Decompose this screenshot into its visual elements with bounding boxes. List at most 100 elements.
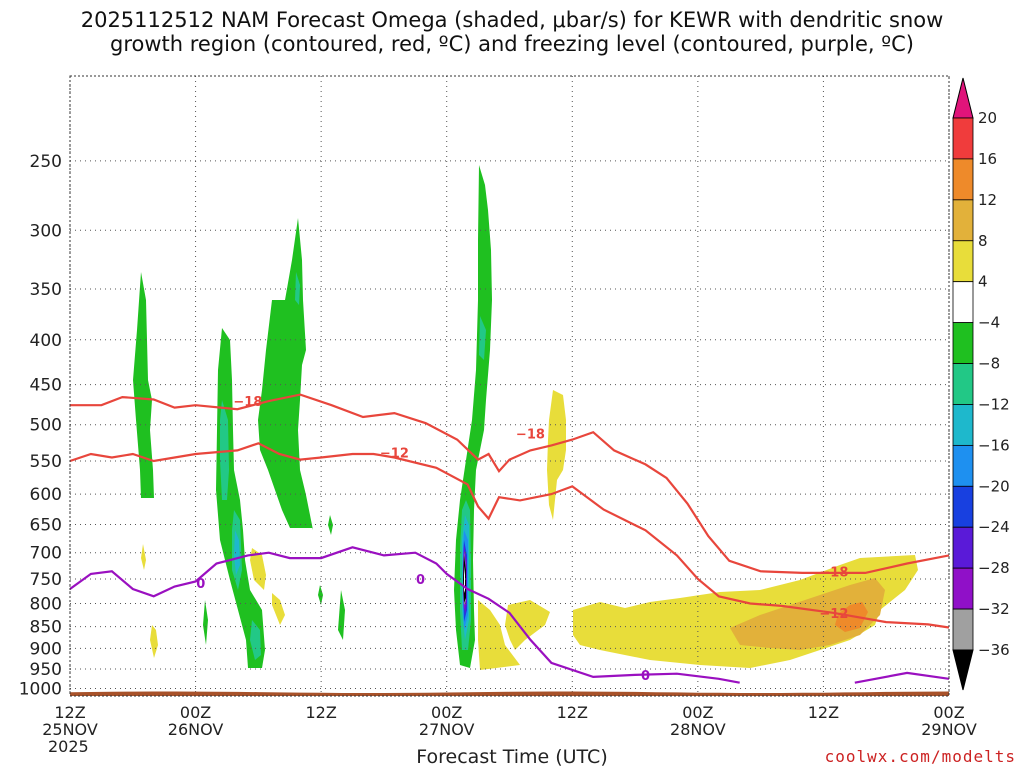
y-tick-label: 400 bbox=[30, 331, 62, 351]
y-tick-label: 550 bbox=[30, 452, 62, 472]
x-tick-label: 00Z bbox=[431, 703, 462, 722]
colorbar-label: −32 bbox=[978, 600, 1010, 618]
colorbar-band bbox=[952, 567, 974, 610]
y-tick-label: 950 bbox=[30, 660, 62, 680]
x-tick-label: 29NOV bbox=[921, 720, 977, 739]
omega-cyan-region bbox=[234, 530, 240, 575]
omega-yellow-region bbox=[150, 625, 158, 658]
dgz-contour bbox=[70, 393, 949, 574]
x-tick-label: 27NOV bbox=[419, 720, 475, 739]
colorbar-label: −24 bbox=[978, 518, 1010, 536]
colorbar-label: 12 bbox=[978, 191, 997, 209]
omega-green-region bbox=[338, 590, 345, 640]
x-tick-label: 26NOV bbox=[168, 720, 224, 739]
omega-orange-region bbox=[730, 578, 885, 650]
y-tick-label: 900 bbox=[30, 639, 62, 659]
y-tick-label: 450 bbox=[30, 376, 62, 396]
omega-green-region bbox=[216, 328, 265, 668]
omega-green-region bbox=[133, 272, 154, 498]
x-tick-label: 00Z bbox=[682, 703, 713, 722]
colorbar-band bbox=[952, 485, 974, 528]
colorbar-label: 4 bbox=[978, 273, 988, 291]
plot-frame bbox=[69, 75, 950, 697]
omega-cyan-region bbox=[295, 272, 300, 305]
contour-label: 0 bbox=[416, 573, 425, 588]
x-tick-label: 12Z bbox=[54, 703, 85, 722]
omega-cyan-region bbox=[250, 620, 261, 660]
y-tick-label: 750 bbox=[30, 570, 62, 590]
omega-yellow-region bbox=[141, 544, 146, 570]
terrain bbox=[70, 691, 949, 696]
contour-label: −18 bbox=[819, 565, 848, 580]
x-axis-title: Forecast Time (UTC) bbox=[416, 746, 608, 768]
chart-title: 2025112512 NAM Forecast Omega (shaded, μ… bbox=[0, 8, 1024, 56]
x-tick-label: 12Z bbox=[557, 703, 588, 722]
omega-shading bbox=[133, 165, 918, 670]
omega-yellow-region bbox=[505, 600, 550, 650]
colorbar-label: −4 bbox=[978, 314, 1000, 332]
contour-label: 0 bbox=[641, 669, 650, 684]
omega-cyan-region bbox=[220, 400, 229, 500]
colorbar-band bbox=[952, 363, 974, 405]
y-tick-label: 500 bbox=[30, 416, 62, 436]
contour-label: −18 bbox=[516, 428, 545, 443]
freezing-level-contour bbox=[70, 546, 740, 684]
omega-cyan-region bbox=[479, 316, 486, 360]
x-tick-label: 25NOV bbox=[42, 720, 98, 739]
colorbar-label: −12 bbox=[978, 395, 1010, 413]
omega-green-region bbox=[258, 218, 313, 530]
dgz-contour bbox=[70, 442, 949, 629]
x-tick-label: 00Z bbox=[933, 703, 964, 722]
contour-label: −18 bbox=[233, 395, 262, 410]
omega-green-region bbox=[203, 600, 208, 645]
chart-title-line1: 2025112512 NAM Forecast Omega (shaded, μ… bbox=[80, 8, 944, 32]
y-tick-label: 800 bbox=[30, 595, 62, 615]
colorbar-label: −28 bbox=[978, 559, 1010, 577]
chart-title-line2: growth region (contoured, red, ºC) and f… bbox=[110, 32, 914, 56]
colorbar-band bbox=[952, 608, 974, 651]
colorbar-label: 20 bbox=[978, 109, 997, 127]
y-tick-label: 700 bbox=[30, 544, 62, 564]
contour-label: −12 bbox=[819, 607, 848, 622]
colorbar-label: 16 bbox=[978, 150, 997, 168]
y-tick-label: 300 bbox=[30, 221, 62, 241]
colorbar-band bbox=[952, 444, 974, 487]
colorbar-band bbox=[952, 404, 974, 446]
colorbar-over-arrow bbox=[952, 77, 974, 119]
y-tick-label: 1000 bbox=[19, 679, 62, 699]
colorbar-band bbox=[952, 322, 974, 364]
omega-yellow-region bbox=[272, 593, 285, 625]
colorbar-label: −8 bbox=[978, 355, 1000, 373]
contour-labels: −18 −18 −18 −12 −12 0 0 0 bbox=[196, 395, 848, 684]
y-tick-label: 850 bbox=[30, 618, 62, 638]
colorbar-label: −16 bbox=[978, 436, 1010, 454]
y-tick-label: 250 bbox=[30, 152, 62, 172]
colorbar-under-arrow bbox=[952, 649, 974, 691]
y-tick-label: 350 bbox=[30, 280, 62, 300]
x-tick-label: 12Z bbox=[808, 703, 839, 722]
omega-green-region bbox=[318, 585, 323, 605]
colorbar-band bbox=[952, 199, 974, 242]
colorbar-label: −20 bbox=[978, 477, 1010, 495]
colorbar-band bbox=[952, 526, 974, 569]
contour-label: −12 bbox=[380, 447, 409, 462]
colorbar: 20 16 12 8 4 −4 −8 −12 −16 −20 −24 −28 −32 −36 bbox=[952, 77, 1010, 691]
colorbar-band bbox=[952, 281, 974, 324]
contour-lines bbox=[70, 393, 949, 684]
colorbar-band bbox=[952, 158, 974, 201]
y-tick-label: 600 bbox=[30, 485, 62, 505]
freezing-level-contour bbox=[854, 671, 949, 684]
colorbar-band bbox=[952, 240, 974, 283]
colorbar-label: −36 bbox=[978, 641, 1010, 659]
x-tick-label: 00Z bbox=[180, 703, 211, 722]
omega-yellow-region bbox=[250, 548, 266, 590]
omega-yellow-region bbox=[547, 390, 566, 520]
y-tick-label: 650 bbox=[30, 516, 62, 536]
colorbar-band bbox=[952, 117, 974, 160]
terrain-surface bbox=[70, 691, 949, 696]
x-tick-label: 2025 bbox=[48, 737, 89, 756]
credit-link[interactable]: coolwx.com/modelts bbox=[824, 747, 1016, 766]
x-tick-label: 12Z bbox=[305, 703, 336, 722]
